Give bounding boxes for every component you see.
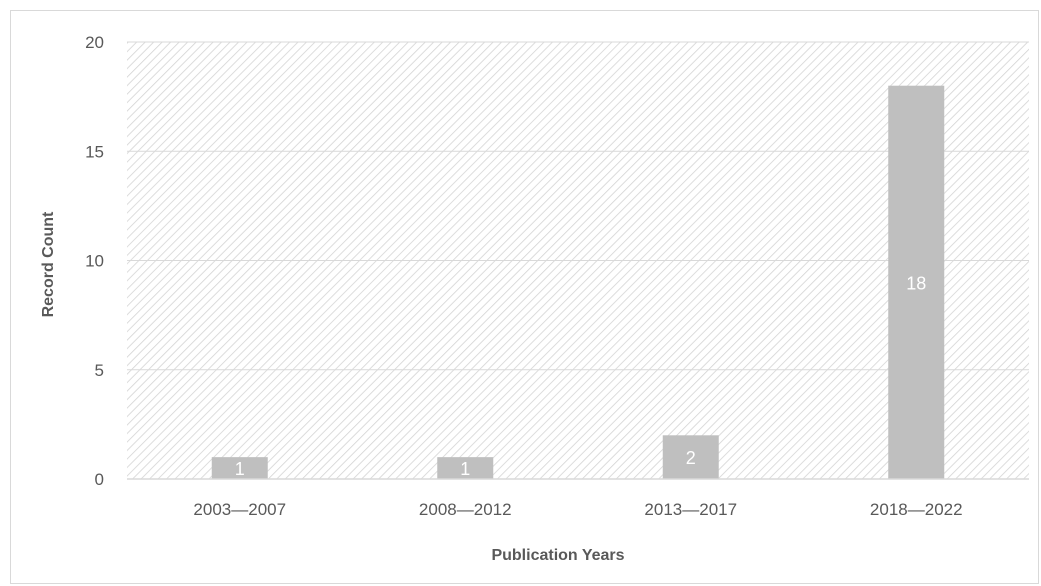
y-axis-ticks: 0 5 10 15 20 <box>85 33 104 489</box>
x-tick-label: 2013—2017 <box>644 500 737 519</box>
gridlines <box>127 41 1029 371</box>
bar <box>662 435 719 479</box>
y-tick-label: 15 <box>85 142 104 161</box>
bar <box>211 457 268 479</box>
x-tick-label: 2018—2022 <box>870 500 963 519</box>
y-tick-label: 5 <box>95 361 104 380</box>
y-tick-label: 20 <box>85 33 104 52</box>
bar <box>888 85 945 479</box>
x-axis-title: Publication Years <box>491 547 624 564</box>
y-tick-label: 0 <box>95 470 104 489</box>
bar <box>437 457 494 479</box>
x-axis-ticks: 2003—2007 2008—2012 2013—2017 2018—2022 <box>193 500 962 519</box>
bar-data-label: 1 <box>235 459 245 479</box>
x-tick-label: 2008—2012 <box>419 500 512 519</box>
y-tick-label: 10 <box>85 252 104 271</box>
x-tick-label: 2003—2007 <box>193 500 286 519</box>
bar-data-label: 1 <box>460 459 470 479</box>
bar-data-label: 18 <box>906 273 926 293</box>
bar-data-label: 2 <box>686 448 696 468</box>
y-axis-title: Record Count <box>40 211 57 317</box>
bars: 1 1 2 18 <box>211 85 945 479</box>
